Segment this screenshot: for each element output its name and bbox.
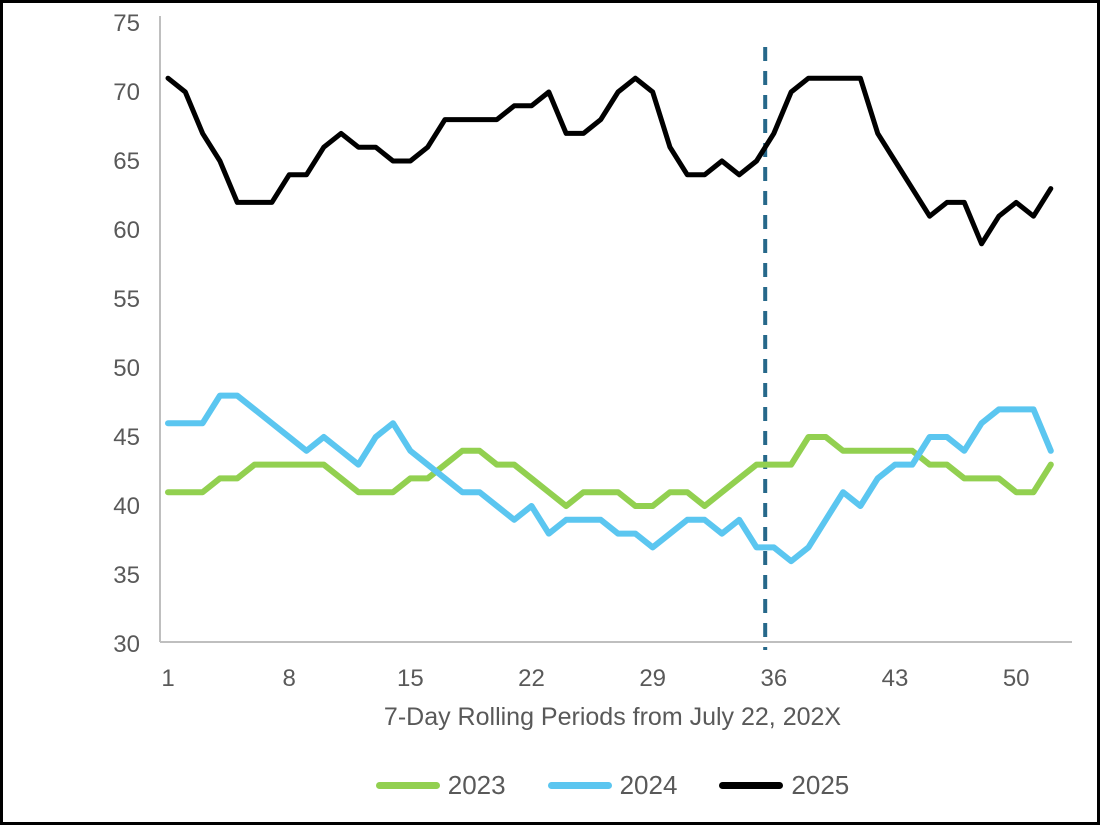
legend-swatch-2024 bbox=[547, 782, 612, 789]
x-axis-title: 7-Day Rolling Periods from July 22, 202X bbox=[383, 703, 842, 731]
legend-item-2023: 2023 bbox=[375, 770, 506, 801]
x-axis-tick-label: 29 bbox=[639, 665, 666, 692]
legend-label-2023: 2023 bbox=[447, 770, 506, 800]
x-axis-tick-label: 22 bbox=[518, 665, 545, 692]
series-line-2024 bbox=[165, 392, 1054, 565]
x-axis-tick-label: 36 bbox=[760, 665, 787, 692]
y-axis-tick-label: 70 bbox=[113, 79, 140, 106]
legend-swatch-2023 bbox=[375, 782, 440, 789]
y-axis-tick-label: 65 bbox=[113, 148, 140, 175]
legend-item-2025: 2025 bbox=[719, 770, 849, 801]
y-axis-tick-label: 60 bbox=[113, 217, 140, 244]
y-axis-tick-label: 30 bbox=[113, 631, 140, 658]
legend-item-2024: 2024 bbox=[547, 770, 678, 801]
y-axis-tick-label: 75 bbox=[113, 10, 140, 37]
x-axis-tick-label: 50 bbox=[1003, 665, 1030, 692]
x-axis-tick-label: 1 bbox=[161, 665, 174, 692]
series-line-2025 bbox=[165, 75, 1054, 247]
chart-legend: 2023 2024 2025 bbox=[160, 770, 1065, 801]
y-axis-tick-label: 35 bbox=[113, 562, 140, 589]
x-axis-tick-label: 15 bbox=[397, 665, 424, 692]
legend-label-2025: 2025 bbox=[791, 770, 850, 800]
y-axis-tick-label: 45 bbox=[113, 424, 140, 451]
y-axis-tick-label: 40 bbox=[113, 493, 140, 520]
y-axis-tick-label: 55 bbox=[113, 286, 140, 313]
legend-swatch-2025 bbox=[719, 782, 784, 789]
x-axis-tick-label: 8 bbox=[282, 665, 295, 692]
legend-label-2024: 2024 bbox=[619, 770, 678, 800]
series-line-2023 bbox=[165, 434, 1054, 509]
y-axis-tick-label: 50 bbox=[113, 355, 140, 382]
x-axis-tick-label: 43 bbox=[882, 665, 909, 692]
